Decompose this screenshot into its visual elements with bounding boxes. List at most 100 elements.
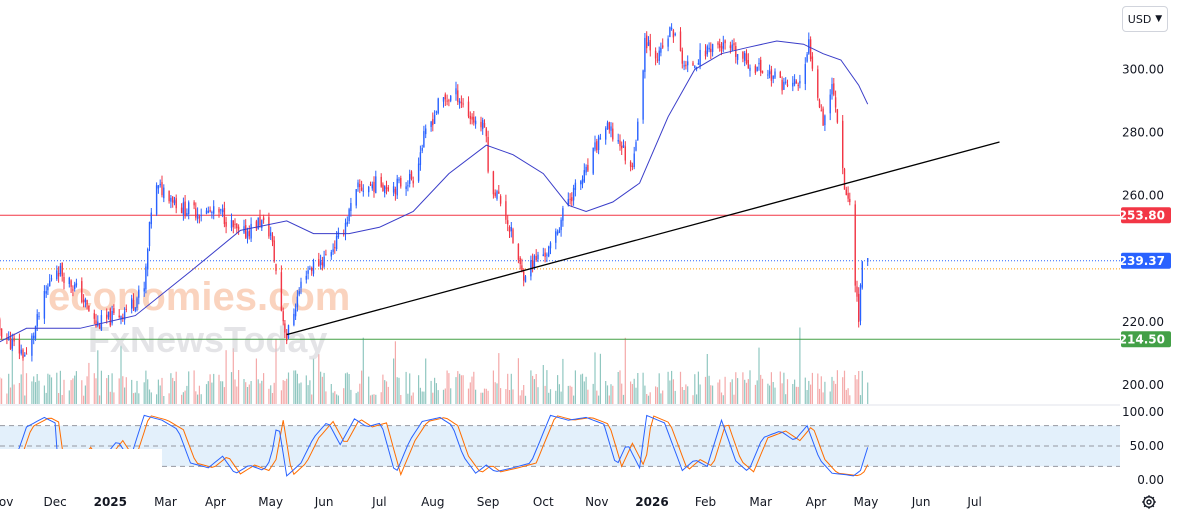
volume-bar	[856, 379, 858, 404]
volume-bar	[232, 348, 234, 404]
candle-body	[719, 44, 721, 48]
candle-body	[211, 212, 213, 213]
candle-body	[98, 324, 101, 329]
candle-body	[24, 355, 26, 356]
candle	[136, 296, 138, 312]
volume-bar	[113, 392, 115, 404]
volume-bar	[818, 388, 821, 404]
candle	[305, 270, 307, 284]
volume-bar	[662, 390, 664, 404]
volume-bar	[656, 387, 658, 404]
chart-settings-button[interactable]	[1138, 491, 1160, 513]
candle	[24, 352, 26, 357]
candle-body	[596, 141, 598, 151]
volume-bar	[822, 392, 824, 404]
candle	[410, 170, 413, 181]
candle-body	[687, 61, 689, 66]
candle	[50, 274, 53, 282]
volume-bar	[724, 376, 726, 404]
time-tick-label: Nov	[0, 495, 13, 509]
candle	[587, 158, 589, 172]
candle	[542, 247, 544, 257]
candle	[20, 344, 22, 356]
volume-bar	[407, 393, 409, 404]
candle	[660, 42, 662, 57]
volume-bar	[596, 390, 598, 404]
candle	[756, 66, 758, 72]
oscillator-axis[interactable]: 100.00 50.00 0.00	[1122, 405, 1164, 487]
candle	[654, 47, 657, 66]
price-tick-label: 280.00	[1122, 126, 1164, 140]
candle	[382, 182, 384, 192]
time-tick-label: Oct	[533, 495, 554, 509]
candle	[711, 43, 714, 57]
volume-bar	[1, 378, 3, 404]
candle	[662, 38, 664, 49]
candle	[736, 54, 739, 65]
candle	[719, 38, 721, 52]
volume-bar	[808, 380, 810, 404]
volume-bar	[867, 382, 869, 404]
candle-body	[380, 176, 382, 187]
candle	[549, 241, 552, 255]
candle	[531, 253, 534, 273]
candle-body	[474, 120, 477, 125]
candle-body	[38, 316, 40, 318]
candle-body	[508, 227, 511, 232]
volume-bar	[455, 377, 457, 404]
candle	[9, 331, 12, 350]
candle	[508, 225, 511, 238]
volume-bar	[218, 374, 220, 404]
candle-body	[136, 298, 138, 308]
trendline[interactable]	[286, 141, 1000, 336]
candle-body	[758, 62, 760, 65]
time-axis[interactable]: Nov Dec 2025 Mar Apr May Jun Jul Aug Sep Oct Nov 202…	[0, 495, 982, 509]
candle-body	[546, 254, 548, 256]
volume-bar	[243, 379, 245, 404]
volume-bar	[500, 388, 502, 404]
candle-body	[754, 65, 757, 73]
candle-body	[362, 190, 364, 192]
volume-bar	[394, 341, 396, 404]
volume-bar	[785, 394, 787, 404]
candle-body	[480, 121, 482, 128]
candle-body	[761, 70, 764, 74]
candle-body	[510, 227, 512, 232]
candle-body	[145, 266, 147, 290]
volume-bar	[811, 372, 813, 404]
candle-body	[507, 220, 509, 225]
candle-body	[647, 42, 650, 46]
candle	[309, 265, 311, 271]
volume-bar	[854, 375, 856, 404]
candle-body	[423, 131, 425, 147]
currency-selector-button[interactable]: USD ▼	[1122, 6, 1168, 32]
volume-bar	[307, 385, 309, 404]
candle	[273, 236, 275, 263]
candle-body	[736, 54, 739, 60]
candle-body	[107, 311, 110, 318]
candle-body	[118, 315, 120, 318]
candle	[225, 216, 227, 234]
candle-body	[409, 174, 411, 184]
candle-body	[635, 142, 637, 151]
candle-body	[831, 84, 833, 95]
candle-body	[829, 94, 831, 114]
volume-bar	[482, 392, 484, 404]
candle	[629, 160, 632, 172]
candle	[792, 76, 794, 92]
candle	[43, 285, 46, 324]
volume-bar	[831, 376, 833, 404]
price-tick-label: 200.00	[1122, 378, 1164, 392]
volume-bar	[435, 383, 437, 404]
candle	[722, 35, 724, 53]
candle	[109, 307, 111, 328]
resistance-badge-text: 253.80	[1119, 208, 1165, 222]
volume-bar	[710, 385, 712, 404]
volume-bar	[685, 384, 687, 404]
candle-body	[150, 212, 152, 225]
volume-bar	[330, 384, 332, 404]
watermark-line1: economies.com	[48, 275, 350, 319]
volume-bar	[181, 394, 183, 404]
support-badge-bg	[1121, 331, 1171, 348]
